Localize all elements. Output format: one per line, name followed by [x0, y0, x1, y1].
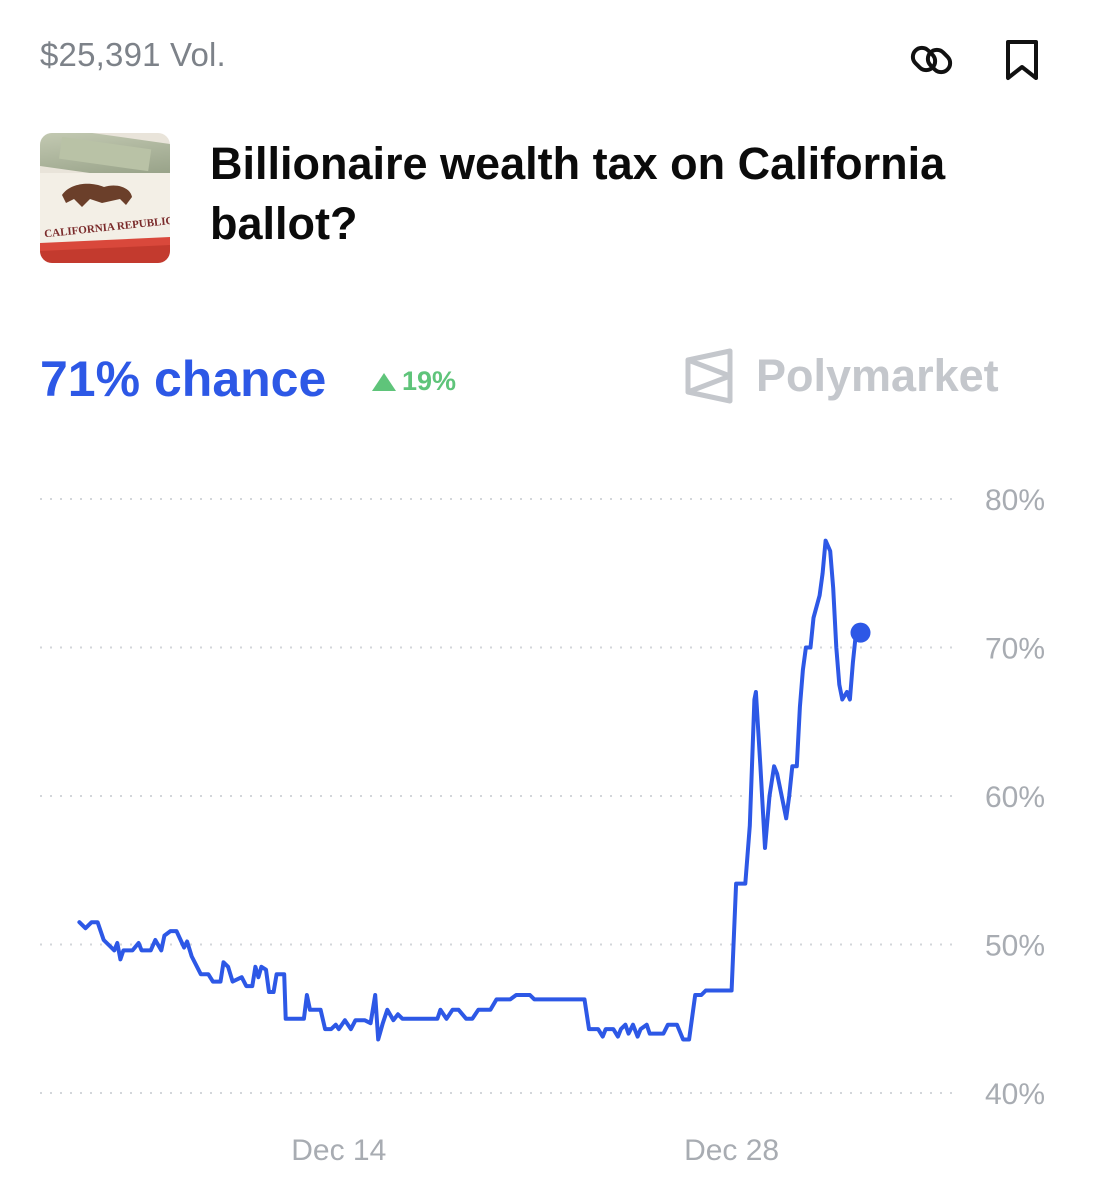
change-indicator: 19%: [372, 366, 456, 397]
x-tick-label: Dec 14: [291, 1134, 386, 1167]
up-triangle-icon: [372, 372, 396, 391]
y-tick-label: 80%: [985, 484, 1045, 517]
y-tick-label: 60%: [985, 781, 1045, 814]
y-tick-label: 50%: [985, 930, 1045, 963]
price-chart: 80% 70% 60% 50% 40% Dec 14 Dec 28: [40, 484, 1045, 1167]
chance-value: 71% chance: [40, 351, 327, 407]
polymarket-brand: Polymarket: [684, 348, 999, 404]
brand-name: Polymarket: [756, 350, 999, 401]
change-value: 19%: [402, 366, 457, 396]
chart-grid: [40, 498, 960, 1094]
link-icon[interactable]: [910, 38, 954, 82]
x-axis-ticks: Dec 14 Dec 28: [291, 1134, 779, 1167]
market-thumbnail: CALIFORNIA REPUBLIC: [40, 133, 170, 263]
x-tick-label: Dec 28: [684, 1134, 779, 1167]
y-axis-ticks: 80% 70% 60% 50% 40%: [985, 484, 1045, 1111]
current-price-dot: [850, 622, 871, 643]
y-tick-label: 70%: [985, 633, 1045, 666]
volume-label: $25,391 Vol.: [40, 36, 226, 73]
bookmark-icon[interactable]: [1000, 38, 1044, 82]
price-line: [77, 538, 861, 1042]
market-title: Billionaire wealth tax on California bal…: [210, 138, 946, 249]
y-tick-label: 40%: [985, 1078, 1045, 1111]
polymarket-logo-icon: [685, 348, 733, 404]
